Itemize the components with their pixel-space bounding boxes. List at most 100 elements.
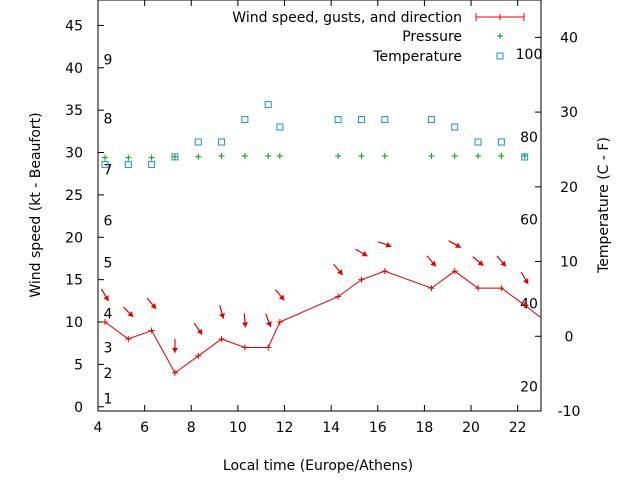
y-tick-label: 35: [65, 103, 83, 119]
pressure-point: [241, 152, 248, 159]
legend-sample-pressure: [497, 33, 503, 39]
temperature-point: [171, 153, 179, 161]
x-tick-label: 16: [369, 420, 387, 436]
wind-direction-arrow: [146, 297, 157, 310]
fahrenheit-label: 100: [516, 47, 543, 63]
x-tick-label: 10: [229, 420, 247, 436]
y2-tick-label: -10: [558, 404, 581, 420]
x-tick-label: 12: [276, 420, 294, 436]
fahrenheit-scale-labels: 20 40 60 80 100: [516, 47, 543, 396]
wind-speed-point: [335, 293, 342, 300]
axis-tick-labels: 4 6 8 10 12 14 16 18 20 22051015202530354045-1001…: [65, 18, 580, 436]
wind-speed-point: [241, 344, 248, 351]
beaufort-label: 1: [104, 391, 113, 407]
wind-speed-point: [381, 268, 388, 275]
wind-speed-line: [104, 270, 542, 374]
temperature-point: [427, 116, 435, 124]
x-axis-label: Local time (Europe/Athens): [223, 458, 413, 474]
wind-direction-arrow: [193, 322, 203, 335]
wind-speed-point: [265, 344, 272, 351]
legend-label-wind: Wind speed, gusts, and direction: [232, 10, 462, 26]
y2-tick-label: 0: [565, 329, 574, 345]
y-tick-label: 5: [74, 357, 83, 373]
beaufort-label: 7: [104, 162, 113, 178]
pressure-point: [358, 152, 365, 159]
y2-tick-label: 20: [560, 180, 578, 196]
temperature-point: [264, 101, 272, 109]
fahrenheit-label: 60: [520, 213, 538, 229]
beaufort-label: 4: [104, 307, 113, 323]
y2-tick-label: 10: [560, 255, 578, 271]
legend-label-pressure: Pressure: [402, 29, 462, 45]
axis-ticks: [97, 0, 541, 412]
wind-speed-point: [276, 319, 283, 326]
wind-direction-arrow: [100, 288, 110, 302]
pressure-point: [498, 152, 505, 159]
pressure-point: [451, 152, 458, 159]
fahrenheit-label: 80: [520, 130, 538, 146]
wind-speed-point: [475, 285, 482, 292]
temperature-point: [497, 138, 505, 146]
temperature-point: [276, 123, 284, 131]
beaufort-label: 3: [104, 340, 113, 356]
wind-direction-arrow: [378, 241, 392, 248]
temperature-point: [474, 138, 482, 146]
plot-frame: [97, 0, 542, 412]
wind-speed-point: [218, 335, 225, 342]
wind-speed-point: [148, 327, 155, 334]
beaufort-label: 5: [104, 256, 113, 272]
wind-direction-arrow: [333, 263, 344, 276]
y-tick-label: 30: [65, 146, 83, 162]
wind-direction-arrow: [520, 271, 529, 285]
temperature-point: [381, 116, 389, 124]
x-tick-label: 6: [140, 420, 149, 436]
x-tick-label: 14: [322, 420, 340, 436]
pressure-point: [195, 153, 202, 160]
wind-direction-arrow: [472, 256, 484, 267]
x-tick-label: 18: [416, 420, 434, 436]
wind-speed-point: [358, 276, 365, 283]
x-tick-label: 20: [462, 420, 480, 436]
y-tick-label: 45: [65, 18, 83, 34]
pressure-point: [171, 153, 178, 160]
y-tick-label: 10: [65, 315, 83, 331]
wind-speed-point: [171, 369, 178, 376]
wind-direction-arrow: [122, 306, 134, 318]
wind-direction-arrow: [242, 313, 249, 328]
pressure-point: [218, 152, 225, 159]
pressure-point: [125, 154, 132, 161]
legend-sample-temperature: [496, 52, 504, 60]
temperature-point: [357, 116, 365, 124]
y2-tick-label: 40: [560, 30, 578, 46]
pressure-point: [101, 154, 108, 161]
temperature-point: [334, 116, 342, 124]
beaufort-scale-labels: 1 2 3 4 5 6 7 8 9: [104, 52, 113, 407]
wind-speed-point: [521, 302, 528, 309]
wind-series: [101, 268, 542, 376]
pressure-point: [148, 154, 155, 161]
wind-direction-arrow: [426, 255, 437, 267]
fahrenheit-label: 20: [520, 379, 538, 395]
wind-direction-arrow: [448, 240, 462, 249]
y-axis-label: Wind speed (kt - Beaufort): [28, 112, 44, 297]
wind-direction-arrow: [355, 248, 368, 257]
pressure-point: [381, 152, 388, 159]
pressure-point: [265, 152, 272, 159]
wind-speed-point: [451, 268, 458, 275]
wind-direction-arrow: [265, 313, 272, 328]
legend-label-temperature: Temperature: [372, 49, 462, 65]
x-tick-label: 8: [187, 420, 196, 436]
y-tick-label: 40: [65, 61, 83, 77]
temperature-point: [194, 138, 202, 146]
y-tick-label: 25: [65, 188, 83, 204]
legend: Wind speed, gusts, and direction Pressur…: [232, 10, 525, 65]
temperature-point: [101, 160, 109, 168]
beaufort-label: 9: [104, 52, 113, 68]
wind-direction-arrow: [171, 338, 178, 353]
x-tick-label: 4: [94, 420, 103, 436]
x-tick-label: 22: [509, 420, 527, 436]
temperature-point: [218, 138, 226, 146]
pressure-point: [276, 152, 283, 159]
temperature-point: [124, 160, 132, 168]
